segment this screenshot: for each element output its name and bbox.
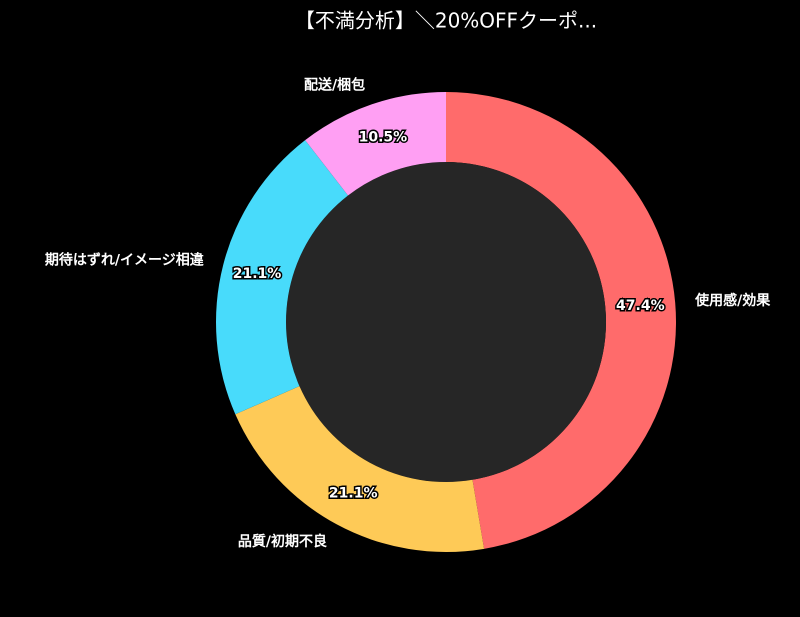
- slice: [216, 140, 349, 415]
- slice: [235, 386, 485, 552]
- value-label: 21.1%: [329, 486, 378, 502]
- slice: [305, 92, 446, 196]
- donut-hole: [286, 162, 606, 482]
- category-label: 期待はずれ/イメージ相違: [45, 251, 204, 268]
- value-label: 10.5%: [359, 129, 408, 145]
- value-label: 47.4%: [616, 298, 665, 314]
- category-label: 使用感/効果: [694, 292, 771, 309]
- category-label: 品質/初期不良: [238, 533, 327, 550]
- slice: [446, 92, 676, 549]
- chart-title: 【不満分析】＼20%OFFクーポ...: [295, 9, 597, 33]
- value-label: 21.1%: [233, 266, 282, 282]
- category-label: 配送/梱包: [304, 76, 365, 93]
